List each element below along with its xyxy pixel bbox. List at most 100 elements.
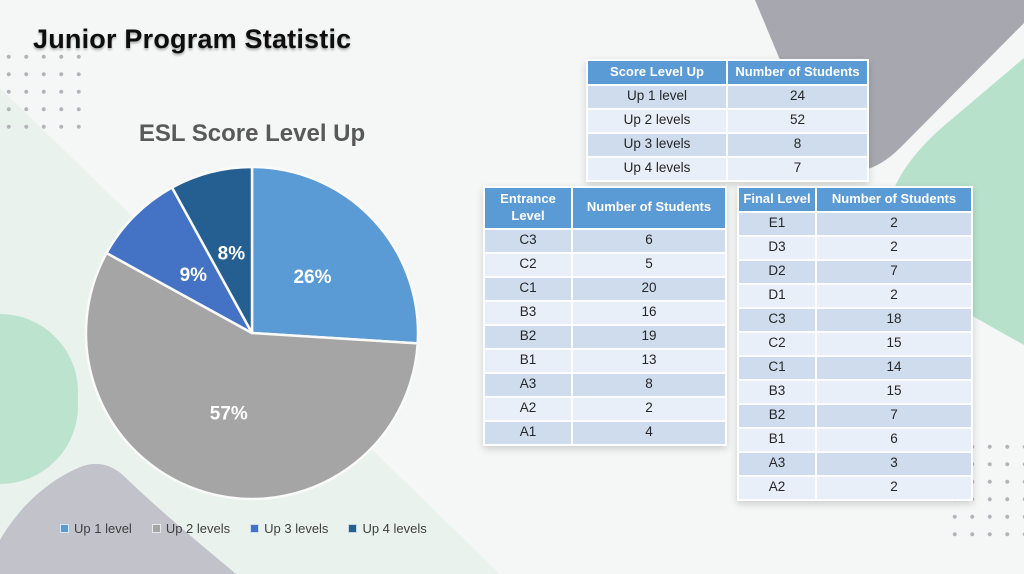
page-title: Junior Program Statistic <box>33 24 352 54</box>
table-cell: 15 <box>817 380 971 403</box>
table-row: A2 2 <box>739 476 971 499</box>
table-header-row: Final Level Number of Students <box>739 188 971 211</box>
table-row: B2 7 <box>739 404 971 427</box>
dot-grid-top-left <box>0 48 86 130</box>
table-row: A3 8 <box>485 373 725 396</box>
pie-slice-label: 8% <box>218 243 246 264</box>
decor-mint-blob-left <box>0 314 78 484</box>
table-cell: 13 <box>573 349 725 372</box>
table-cell: Up 1 level <box>588 85 726 108</box>
table-row: A2 2 <box>485 397 725 420</box>
table-cell: B2 <box>485 325 571 348</box>
legend-marker-up-3-levels-icon <box>250 524 260 533</box>
pie-slice-label: 57% <box>210 403 248 424</box>
table-row: E1 2 <box>739 212 971 235</box>
table-cell: C3 <box>485 229 571 252</box>
table-cell: 7 <box>817 260 971 283</box>
legend-item-up-2-levels: Up 2 levels <box>151 521 231 536</box>
table-header-row: Entrance Level Number of Students <box>485 188 725 228</box>
table-cell: 15 <box>817 332 971 355</box>
legend-marker-up-1-level-icon <box>60 524 69 533</box>
table-row: Up 4 levels 7 <box>588 157 867 180</box>
table-row: A3 3 <box>739 452 971 475</box>
table-cell: B1 <box>739 428 815 451</box>
pie-slice-label: 26% <box>293 267 331 288</box>
column-header: Number of Students <box>817 188 971 211</box>
legend-label: Up 3 levels <box>264 521 329 536</box>
table-cell: 3 <box>817 452 971 475</box>
table-row: D2 7 <box>739 260 971 283</box>
table-cell: 20 <box>573 277 725 300</box>
score-level-up-table: Score Level Up Number of Students Up 1 l… <box>586 59 869 182</box>
table-cell: 8 <box>573 373 725 396</box>
table-cell: B3 <box>485 301 571 324</box>
table-cell: A3 <box>739 452 815 475</box>
table-cell: 8 <box>728 133 867 156</box>
table-cell: C3 <box>739 308 815 331</box>
table-row: Up 3 levels 8 <box>588 133 867 156</box>
table-row: Up 1 level 24 <box>588 85 867 108</box>
pie-slice-3 <box>105 186 254 335</box>
table-cell: Up 2 levels <box>588 109 726 132</box>
legend-label: Up 1 level <box>74 521 132 536</box>
legend-label: Up 4 levels <box>362 521 427 536</box>
table-row: C3 18 <box>739 308 971 331</box>
table-row: B2 19 <box>485 325 725 348</box>
column-header: Number of Students <box>573 188 725 228</box>
table-cell: 24 <box>728 85 867 108</box>
table-cell: B2 <box>739 404 815 427</box>
table-cell: C1 <box>739 356 815 379</box>
table-cell: 14 <box>817 356 971 379</box>
table-cell: A2 <box>485 397 571 420</box>
table-cell: 6 <box>817 428 971 451</box>
table-cell: A1 <box>485 421 571 444</box>
table-cell: 19 <box>573 325 725 348</box>
column-header: Score Level Up <box>588 61 726 84</box>
final-level-table: Final Level Number of Students E1 2 D3 2 D2 7… <box>737 186 973 501</box>
table-cell: Up 4 levels <box>588 157 726 180</box>
table-cell: 2 <box>817 476 971 499</box>
table-row: B3 15 <box>739 380 971 403</box>
table-cell: 6 <box>573 229 725 252</box>
table-row: C2 5 <box>485 253 725 276</box>
entrance-level-table: Entrance Level Number of Students C3 6 C2 5… <box>483 186 727 446</box>
table-cell: 7 <box>817 404 971 427</box>
table-cell: C2 <box>739 332 815 355</box>
table-row: B3 16 <box>485 301 725 324</box>
pie-chart: 26% 57% 9% 8% <box>84 165 420 501</box>
pie-slice-1 <box>250 165 420 345</box>
legend-label: Up 2 levels <box>165 521 231 536</box>
table-row: C2 15 <box>739 332 971 355</box>
legend-item-up-4-levels: Up 4 levels <box>348 521 427 536</box>
decor-gray-blob-bottom-left <box>0 463 236 574</box>
table-cell: Up 3 levels <box>588 133 726 156</box>
table-row: A1 4 <box>485 421 725 444</box>
table-cell: 52 <box>728 109 867 132</box>
table-cell: D1 <box>739 284 815 307</box>
table-row: D1 2 <box>739 284 971 307</box>
pie-slice-4 <box>170 165 254 335</box>
table-cell: C1 <box>485 277 571 300</box>
table-row: C1 20 <box>485 277 725 300</box>
table-cell: B1 <box>485 349 571 372</box>
table-cell: 4 <box>573 421 725 444</box>
table-cell: 16 <box>573 301 725 324</box>
column-header: Entrance Level <box>485 188 571 228</box>
table-row: C3 6 <box>485 229 725 252</box>
table-cell: B3 <box>739 380 815 403</box>
table-cell: E1 <box>739 212 815 235</box>
table-header-row: Score Level Up Number of Students <box>588 61 867 84</box>
table-row: C1 14 <box>739 356 971 379</box>
table-cell: A3 <box>485 373 571 396</box>
table-cell: 18 <box>817 308 971 331</box>
table-row: B1 13 <box>485 349 725 372</box>
chart-legend: Up 1 level Up 2 levels Up 3 levels Up 4 … <box>60 521 480 536</box>
table-cell: D3 <box>739 236 815 259</box>
column-header: Final Level <box>739 188 815 211</box>
table-cell: 2 <box>817 284 971 307</box>
table-cell: 5 <box>573 253 725 276</box>
table-row: B1 6 <box>739 428 971 451</box>
pie-slice-label: 9% <box>180 265 208 286</box>
legend-item-up-3-levels: Up 3 levels <box>250 521 328 536</box>
